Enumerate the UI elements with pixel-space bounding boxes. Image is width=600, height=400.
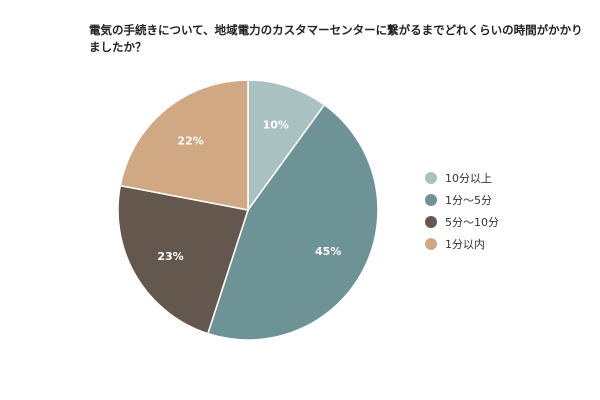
legend-marker: [425, 172, 437, 184]
pie-slice-1: [247, 79, 326, 213]
legend-label: 1分以内: [445, 237, 485, 251]
legend: 10分以上 1分～5分 5分～10分 1分以内: [425, 172, 499, 251]
slice-value-label: 10%: [263, 118, 289, 131]
pie-slice-2: [206, 103, 379, 341]
pie-slices: [117, 79, 379, 341]
slice-labels: 10% 45% 23% 22%: [157, 118, 341, 262]
pie-slice-4: [119, 79, 249, 211]
legend-label: 10分以上: [445, 172, 492, 185]
legend-label: 1分～5分: [445, 194, 492, 207]
slice-value-label: 22%: [177, 135, 203, 148]
legend-label: 5分～10分: [445, 216, 499, 229]
legend-marker: [425, 194, 437, 206]
chart-title: 電気の手続きについて、地域電力のカスタマーセンターに繋がるまでどれくらいの時間が…: [89, 23, 583, 54]
slice-value-label: 23%: [157, 250, 183, 263]
legend-marker: [425, 216, 437, 228]
slice-value-label: 45%: [315, 245, 341, 258]
legend-marker: [425, 238, 437, 250]
pie-slice-3: [117, 184, 249, 335]
